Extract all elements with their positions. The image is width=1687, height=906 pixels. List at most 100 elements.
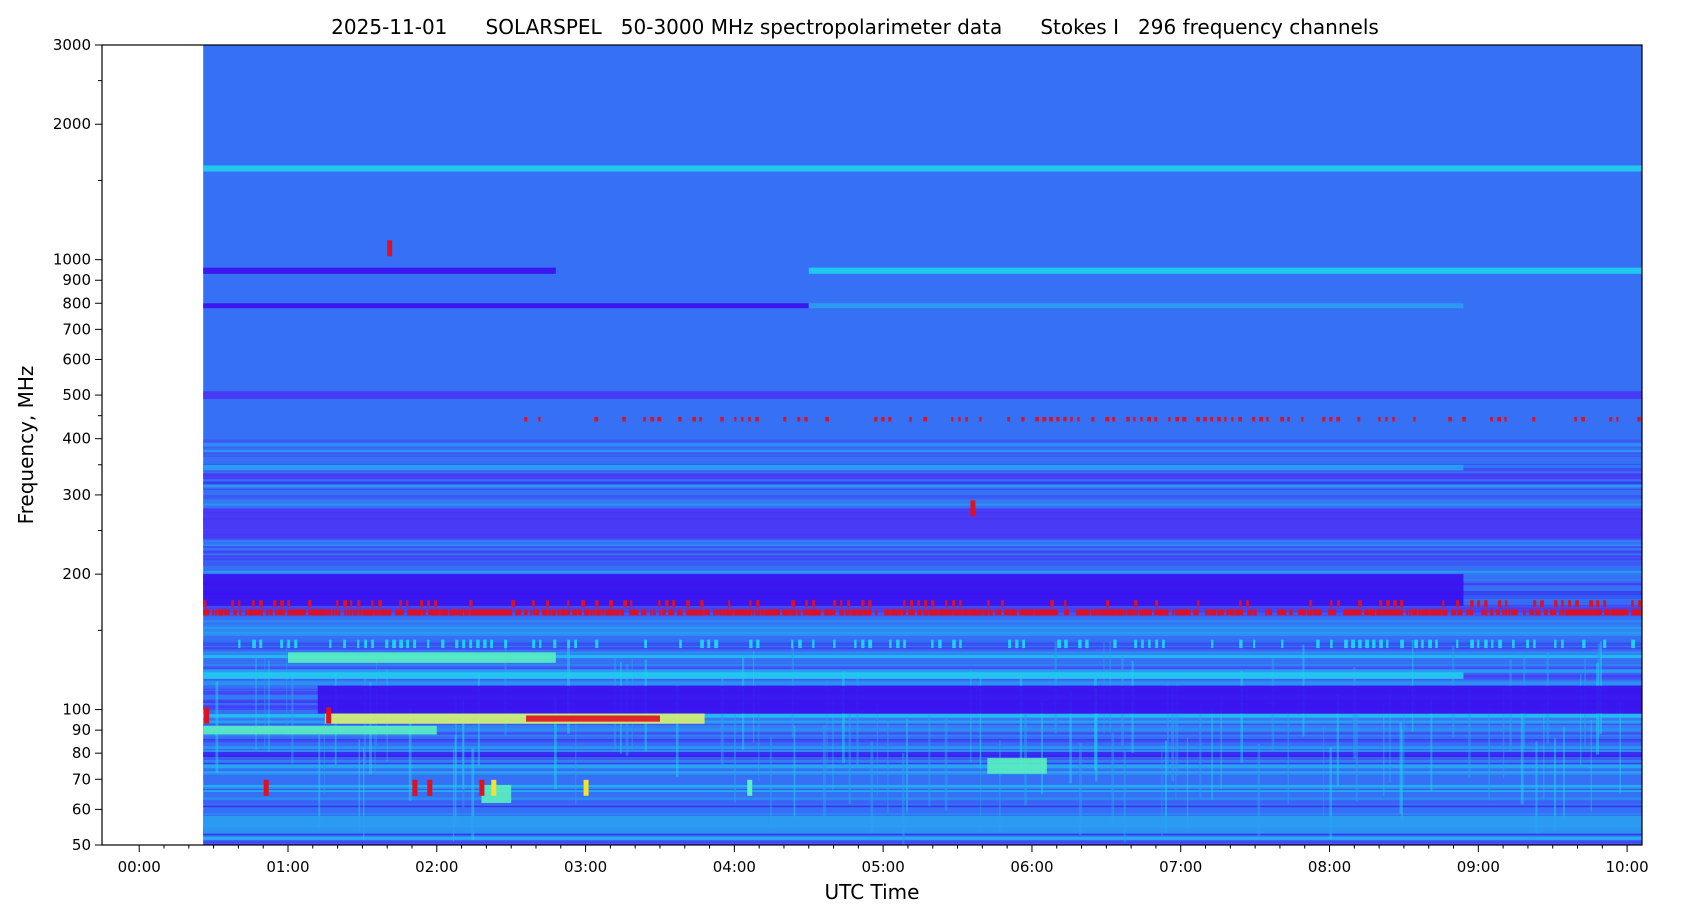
texture-streak: [1176, 684, 1179, 776]
feature-segment: [399, 639, 404, 649]
feature-segment: [1619, 609, 1623, 616]
feature-segment: [910, 600, 914, 608]
feature-band: [325, 713, 705, 724]
texture-streak: [455, 693, 457, 786]
feature-segment: [238, 639, 241, 649]
feature-segment: [1554, 600, 1558, 608]
y-tick-label: 90: [72, 721, 91, 739]
texture-streak: [793, 725, 796, 818]
feature-segment: [1439, 609, 1442, 616]
feature-segment: [1508, 609, 1511, 616]
feature-band: [203, 672, 1464, 679]
feature-segment: [377, 609, 380, 616]
texture-streak: [1563, 727, 1565, 820]
x-tick-label: 07:00: [1159, 858, 1202, 876]
feature-segment: [1355, 609, 1359, 616]
texture-band: [203, 773, 1642, 775]
feature-segment: [1210, 416, 1214, 422]
feature-segment: [1148, 609, 1152, 616]
texture-band: [203, 799, 1642, 803]
feature-segment: [1365, 639, 1370, 649]
feature-segment: [1266, 416, 1269, 422]
feature-segment: [809, 609, 813, 616]
feature-segment: [314, 609, 318, 616]
feature-segment: [252, 639, 256, 649]
texture-streak: [318, 735, 321, 827]
feature-segment: [371, 639, 374, 649]
feature-segment: [1217, 416, 1221, 422]
feature-segment: [503, 609, 507, 616]
feature-segment: [707, 639, 711, 649]
feature-segment: [722, 609, 725, 616]
texture-band: [203, 487, 1642, 489]
feature-segment: [1382, 609, 1386, 616]
feature-segment: [323, 609, 326, 616]
feature-segment: [245, 609, 248, 616]
feature-segment: [1184, 609, 1188, 616]
feature-segment: [1386, 639, 1389, 649]
feature-segment: [1523, 609, 1526, 616]
texture-band: [203, 604, 1642, 609]
y-axis: 50 60 70 80 90 100 200 300 400 500 600 700 800 900 100…: [53, 36, 102, 854]
texture-band: [203, 442, 1642, 448]
texture-streak: [286, 643, 288, 735]
feature-segment: [1313, 609, 1317, 616]
feature-segment: [845, 609, 849, 616]
feature-segment: [374, 609, 377, 616]
texture-band: [203, 452, 1642, 457]
texture-streak: [363, 747, 365, 840]
feature-segment: [1154, 416, 1158, 422]
feature-segment: [1118, 609, 1122, 616]
texture-band: [203, 537, 1642, 542]
feature-segment: [806, 609, 810, 616]
feature-segment: [1622, 609, 1626, 616]
feature-segment: [958, 416, 961, 422]
texture-streak: [1590, 719, 1592, 812]
texture-streak: [452, 749, 455, 842]
y-tick-label: 50: [72, 836, 91, 854]
burst-spot: [387, 240, 393, 257]
feature-segment: [1088, 609, 1091, 616]
texture-streak: [1220, 697, 1222, 790]
feature-segment: [584, 609, 588, 616]
feature-segment: [532, 639, 536, 649]
feature-band: [203, 267, 556, 274]
feature-segment: [1400, 639, 1404, 649]
chart-title: 2025-11-01 SOLARSPEL 50-3000 MHz spectro…: [331, 15, 1379, 39]
feature-segment: [553, 639, 557, 649]
feature-segment: [469, 639, 473, 649]
feature-segment: [602, 609, 605, 616]
feature-segment: [833, 639, 836, 649]
texture-band: [203, 750, 1642, 752]
feature-segment: [581, 600, 586, 608]
feature-segment: [1580, 609, 1585, 616]
feature-segment: [903, 639, 906, 649]
feature-segment: [1358, 639, 1362, 649]
feature-segment: [1400, 600, 1404, 608]
texture-band: [203, 454, 1642, 456]
feature-segment: [672, 600, 676, 608]
feature-segment: [1583, 609, 1588, 616]
texture-streak: [1199, 707, 1202, 800]
texture-band: [203, 813, 1642, 815]
feature-segment: [756, 600, 760, 608]
texture-band: [203, 446, 1642, 450]
feature-segment: [1379, 600, 1383, 608]
feature-segment: [1392, 416, 1395, 422]
feature-segment: [368, 609, 372, 616]
feature-segment: [1268, 609, 1273, 616]
feature-segment: [538, 416, 541, 422]
texture-streak: [291, 671, 294, 764]
texture-band: [203, 681, 1642, 686]
feature-segment: [950, 609, 953, 616]
feature-segment: [1613, 609, 1617, 616]
texture-band: [203, 664, 1642, 666]
feature-segment: [1533, 639, 1536, 649]
texture-band: [203, 741, 1642, 746]
feature-segment: [1022, 609, 1027, 616]
feature-segment: [1076, 609, 1080, 616]
texture-band: [203, 604, 1642, 610]
feature-segment: [515, 609, 519, 616]
feature-segment: [863, 609, 867, 616]
feature-segment: [1046, 609, 1050, 616]
